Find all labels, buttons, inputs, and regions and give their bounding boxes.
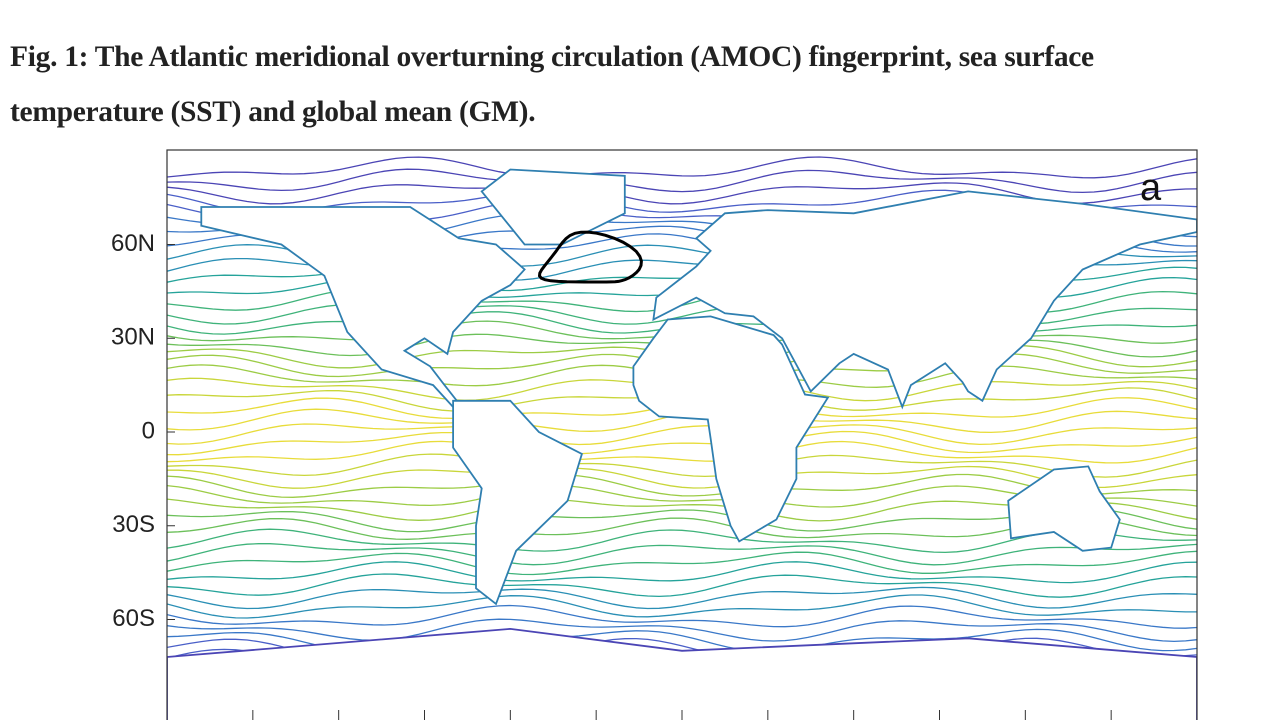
panel-label: a bbox=[1140, 167, 1162, 209]
landmass bbox=[652, 190, 1197, 410]
landmass bbox=[200, 206, 526, 408]
landmass bbox=[167, 627, 1197, 720]
y-tick-label: 30N bbox=[111, 324, 155, 351]
contour-line bbox=[167, 182, 1197, 205]
contour-line bbox=[167, 430, 1197, 456]
contour-line bbox=[167, 465, 1197, 489]
contour-line bbox=[167, 440, 1197, 464]
contour-line bbox=[167, 543, 1197, 566]
contour-line bbox=[167, 423, 1197, 446]
axis-ticks: 60N 30N 0 30S 60S bbox=[111, 230, 1112, 720]
landmass bbox=[452, 399, 583, 606]
landmass bbox=[1007, 465, 1121, 552]
map-frame bbox=[166, 149, 1198, 720]
y-tick-label: 30S bbox=[112, 511, 155, 538]
contour-line bbox=[167, 618, 1197, 643]
y-tick-label: 60S bbox=[112, 605, 155, 632]
contour-line bbox=[167, 453, 1197, 478]
figure-caption: Fig. 1: The Atlantic meridional overturn… bbox=[10, 41, 1094, 128]
contour-line bbox=[167, 156, 1197, 179]
contour-line bbox=[167, 604, 1197, 629]
amoc-fingerprint bbox=[537, 230, 643, 284]
y-tick-label: 0 bbox=[142, 417, 155, 444]
y-tick-label: 60N bbox=[111, 230, 155, 257]
contour-line bbox=[167, 561, 1197, 584]
contour-line bbox=[167, 473, 1197, 498]
contour-line bbox=[167, 573, 1197, 598]
contour-line bbox=[167, 168, 1197, 194]
contour-line bbox=[167, 550, 1197, 576]
land bbox=[167, 168, 1197, 720]
contour-line bbox=[167, 586, 1197, 610]
landmass bbox=[632, 315, 830, 543]
contour-line bbox=[167, 594, 1197, 619]
